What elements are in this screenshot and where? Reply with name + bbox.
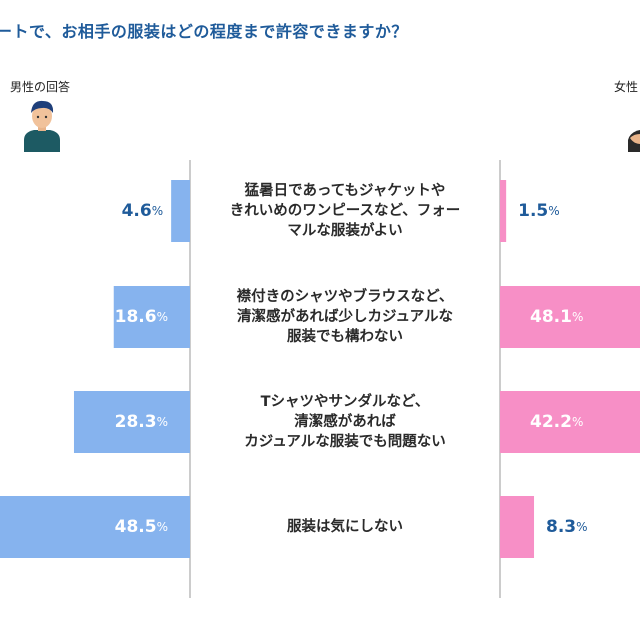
male-value-label-3: 28.3% xyxy=(115,412,168,432)
female-bar-2 xyxy=(500,286,640,348)
male-bar-1 xyxy=(171,180,190,242)
male-bar-2 xyxy=(113,286,190,348)
man-avatar-icon xyxy=(24,100,60,152)
male-value-label-1: 4.6% xyxy=(122,201,164,221)
category-label-2: 襟付きのシャツやブラウスなど、 清潔感があれば少しカジュアルな 服装でも構わない xyxy=(236,289,454,345)
woman-avatar-icon xyxy=(628,130,640,152)
male-bar-3 xyxy=(73,391,190,453)
male-bar-4 xyxy=(0,496,191,558)
female-value-label-4: 8.3% xyxy=(546,517,588,537)
female-value-label-3: 42.2% xyxy=(530,412,583,432)
male-value-label-2: 18.6% xyxy=(115,307,168,327)
female-bar-1 xyxy=(500,180,507,242)
chart-title: ートで、お相手の服装はどの程度まで許容できますか？ xyxy=(0,22,408,41)
female-panel-label: 女性 xyxy=(614,80,639,94)
male-panel-label: 男性の回答 xyxy=(10,80,71,94)
female-bar-3 xyxy=(500,391,640,453)
female-bar-4 xyxy=(500,496,535,558)
category-label-4: 服装は気にしない xyxy=(287,519,403,535)
category-label-1: 猛暑日であってもジャケットや きれいめのワンピースなど、フォー マルな服装がよい xyxy=(229,183,461,239)
category-label-3: Tシャツやサンダルなど、 清潔感があれば カジュアルな服装でも問題ない xyxy=(244,394,446,450)
female-value-label-1: 1.5% xyxy=(518,201,560,221)
female-value-label-2: 48.1% xyxy=(530,307,583,327)
male-value-label-4: 48.5% xyxy=(115,517,168,537)
